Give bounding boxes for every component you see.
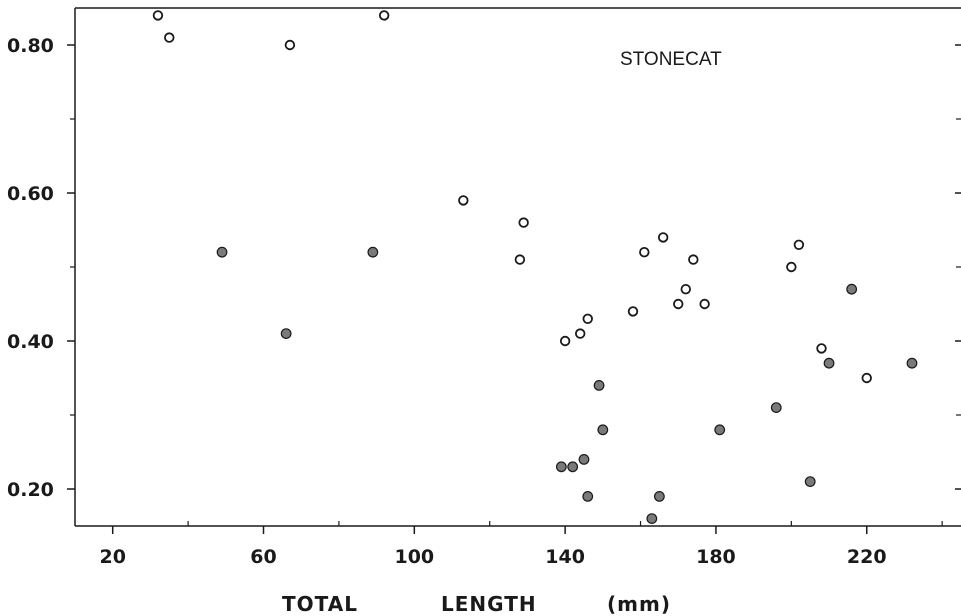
- x-axis-title-unit: (mm): [607, 592, 671, 616]
- filled-circle-point: [367, 246, 379, 258]
- open-circle-point: [657, 232, 669, 243]
- x-tick-label: 20: [99, 546, 125, 568]
- open-circle-point: [559, 335, 571, 347]
- y-axis-tick-labels: 0.20 0.40 0.60 0.80: [7, 35, 54, 501]
- open-circle-point: [816, 343, 827, 354]
- open-circle-point: [673, 298, 684, 310]
- y-tick-label: 0.20: [7, 479, 54, 501]
- x-tick-label: 100: [394, 546, 434, 568]
- filled-circle-point: [846, 283, 858, 295]
- x-tick-label: 220: [847, 546, 887, 568]
- filled-circle-point: [582, 491, 594, 502]
- open-circle-point: [699, 298, 710, 310]
- filled-circle-point: [593, 380, 605, 391]
- x-axis-ticks: [111, 521, 943, 534]
- open-circle-point: [164, 32, 175, 43]
- open-circle-point: [861, 372, 872, 384]
- data-points: [152, 10, 918, 524]
- open-circle-point: [518, 217, 529, 228]
- x-tick-label: 60: [250, 546, 276, 568]
- open-circle-point: [639, 246, 650, 258]
- y-tick-label: 0.60: [7, 183, 54, 205]
- x-axis-tick-labels: 20 60 100 140 180 220: [99, 546, 886, 568]
- filled-circle-point: [646, 513, 658, 524]
- x-axis-title-word-2: LENGTH: [441, 592, 537, 616]
- filled-circle-point: [906, 357, 918, 369]
- open-circle-point: [786, 261, 797, 273]
- filled-circle-point: [714, 424, 726, 436]
- filled-circle-point: [804, 476, 816, 488]
- filled-circle-point: [823, 357, 835, 369]
- open-circle-point: [514, 254, 526, 265]
- open-circle-point: [688, 254, 699, 265]
- open-circle-point: [152, 10, 164, 21]
- open-circle-point: [575, 328, 586, 339]
- filled-circle-point: [216, 246, 228, 258]
- open-circle-point: [680, 284, 691, 295]
- plot-frame: [74, 7, 961, 527]
- x-tick-label: 140: [545, 546, 585, 568]
- x-axis-title-word-1: TOTAL: [282, 592, 358, 616]
- open-circle-point: [378, 10, 390, 21]
- filled-circle-point: [578, 454, 590, 465]
- filled-circle-point: [555, 461, 567, 473]
- x-tick-label: 180: [696, 546, 736, 568]
- y-axis-ticks: [67, 44, 961, 490]
- y-tick-label: 0.80: [7, 35, 54, 57]
- filled-circle-point: [597, 424, 609, 436]
- open-circle-point: [793, 239, 805, 251]
- y-tick-label: 0.40: [7, 331, 54, 353]
- filled-circle-point: [653, 491, 665, 502]
- filled-circle-point: [567, 461, 579, 473]
- filled-circle-point: [280, 328, 292, 340]
- open-circle-point: [582, 313, 593, 325]
- filled-circle-point: [770, 402, 782, 414]
- species-annotation: STONECAT: [620, 49, 722, 70]
- open-circle-point: [284, 39, 296, 51]
- open-circle-point: [458, 195, 469, 206]
- open-circle-point: [627, 306, 639, 317]
